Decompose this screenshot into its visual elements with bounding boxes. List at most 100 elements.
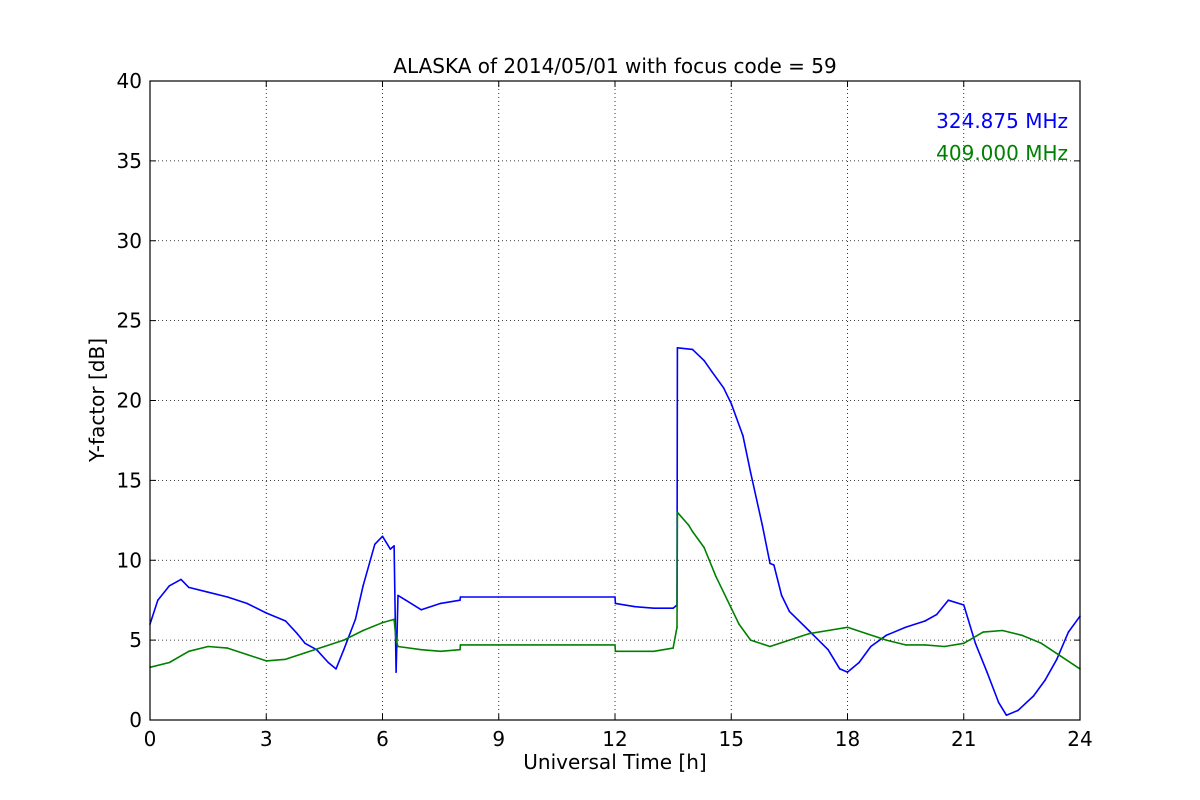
series-0-point	[180, 578, 182, 581]
series-0-point	[730, 402, 733, 405]
series-0-point	[997, 701, 1000, 704]
series-1-point	[827, 629, 829, 632]
series-1-point	[904, 644, 907, 646]
series-0-point	[974, 642, 977, 645]
series-0-point	[935, 613, 938, 616]
series-0-point	[389, 548, 392, 550]
x-tick-label: 24	[1067, 727, 1092, 751]
series-1-point	[738, 623, 740, 625]
series-1-point	[207, 645, 209, 648]
series-1-point	[614, 644, 616, 646]
series-1-point	[246, 653, 248, 656]
series-0-point	[1044, 679, 1046, 681]
series-1-point	[304, 652, 306, 654]
series-0-point	[374, 543, 376, 546]
series-0-point	[381, 535, 384, 538]
series-1-point	[459, 644, 462, 646]
series-0-point	[304, 642, 306, 645]
series-0-point	[633, 605, 636, 608]
series-1-point	[703, 546, 705, 549]
series-1-point	[982, 631, 984, 633]
x-tick-label: 0	[144, 727, 157, 751]
y-tick-label: 40	[117, 69, 142, 93]
series-1-point	[633, 650, 636, 653]
series-1-point	[963, 642, 965, 645]
series-1-point	[381, 621, 384, 624]
series-0-point	[691, 348, 694, 351]
series-0-point	[354, 618, 357, 621]
series-0-point	[168, 585, 171, 587]
series-0-point	[188, 586, 190, 589]
series-1-point	[1001, 629, 1004, 632]
series-1-point	[653, 650, 655, 653]
series-0-point	[904, 626, 907, 629]
series-1-point	[672, 647, 674, 649]
y-tick-label: 0	[129, 708, 142, 732]
series-1-point	[284, 658, 287, 661]
y-tick-label: 10	[117, 548, 142, 572]
series-1-point	[395, 639, 397, 641]
series-0-point	[335, 668, 337, 670]
x-tick-label: 9	[492, 727, 505, 751]
series-1-point	[749, 639, 752, 641]
series-1-point	[439, 650, 442, 653]
series-1-point	[1059, 655, 1062, 657]
series-1-point	[226, 647, 229, 649]
series-0-point	[839, 668, 841, 670]
x-tick-label: 6	[376, 727, 389, 751]
series-0-point	[672, 607, 674, 609]
series-0-point	[1005, 714, 1008, 716]
series-1-point	[393, 618, 395, 621]
series-0-point	[614, 596, 616, 598]
series-0-point	[296, 632, 299, 635]
series-1-point	[687, 524, 690, 526]
y-tick-label: 15	[117, 468, 142, 492]
series-lines	[149, 346, 1081, 717]
y-tick-label: 25	[117, 309, 142, 333]
series-0-point	[405, 599, 407, 601]
series-1-point	[924, 644, 926, 646]
series-0-point	[780, 594, 783, 597]
series-0-point	[676, 347, 679, 349]
series-0-point	[246, 602, 248, 605]
series-1-point	[726, 599, 729, 601]
series-0-point	[924, 620, 926, 622]
series-1-point	[788, 639, 791, 641]
series-1-point	[265, 660, 268, 662]
series-0-point	[986, 671, 988, 673]
series-0-point	[722, 386, 725, 389]
series-0-point	[749, 471, 752, 474]
series-1-point	[769, 645, 771, 648]
series-0-point	[870, 645, 872, 648]
series-0-point	[439, 602, 442, 605]
x-tick-label: 21	[951, 727, 976, 751]
legend-entry-324-875: 324.875 MHz	[936, 109, 1068, 133]
series-1-point	[808, 632, 810, 635]
series-1-point	[676, 511, 679, 514]
series-1-point	[459, 648, 461, 651]
series-1-point	[676, 626, 678, 629]
series-0-point	[207, 591, 209, 593]
y-tick-label: 35	[117, 149, 142, 173]
series-0-point	[773, 564, 775, 566]
x-tick-label: 3	[260, 727, 273, 751]
series-0-point	[1017, 709, 1019, 712]
series-1-point	[691, 530, 694, 533]
series-0-point	[761, 524, 764, 526]
series-0-point	[808, 629, 810, 632]
series-0-point	[614, 602, 617, 605]
x-tick-label: 18	[835, 727, 860, 751]
series-1-point	[846, 626, 849, 629]
series-0-point	[157, 599, 159, 601]
x-axis-label: Universal Time [h]	[523, 750, 706, 774]
chart-title: ALASKA of 2014/05/01 with focus code = 5…	[393, 54, 836, 78]
x-tick-label: 12	[602, 727, 627, 751]
series-1-point	[362, 629, 364, 632]
x-tick-label: 15	[719, 727, 744, 751]
series-0-point	[769, 562, 771, 565]
series-0-point	[459, 599, 461, 601]
series-0-point	[1056, 658, 1058, 661]
series-0-point	[963, 604, 965, 606]
series-1-point	[614, 650, 617, 653]
